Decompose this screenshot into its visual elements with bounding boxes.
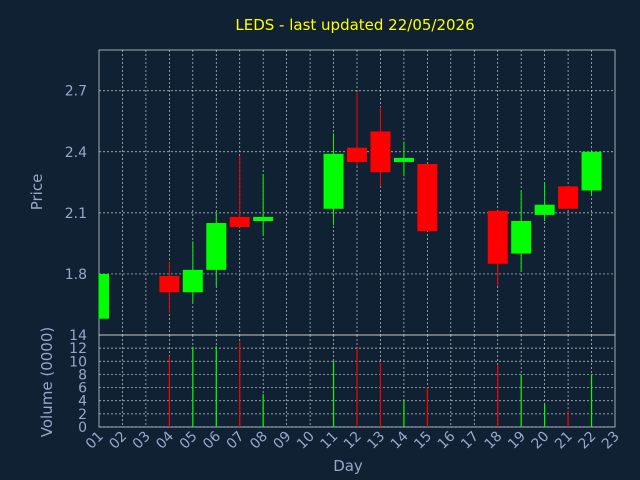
candle-body xyxy=(99,273,109,319)
candle-body xyxy=(581,151,602,191)
x-tick-label: 17 xyxy=(458,429,482,453)
volume-tick-label: 2 xyxy=(78,407,87,423)
x-tick-label: 13 xyxy=(364,429,388,453)
x-tick-label: 16 xyxy=(435,428,459,452)
x-tick-label: 15 xyxy=(411,429,435,453)
candle-body xyxy=(370,131,391,173)
candle-body xyxy=(253,216,274,221)
volume-tick-label: 10 xyxy=(69,354,87,370)
x-tick-label: 19 xyxy=(505,429,529,453)
candle-body xyxy=(393,157,414,162)
chart-title: LEDS - last updated 22/05/2026 xyxy=(235,16,474,34)
x-axis-label: Day xyxy=(333,457,363,475)
volume-tick-label: 0 xyxy=(78,420,87,436)
candle-body xyxy=(229,216,250,228)
price-tick-label: 2.7 xyxy=(65,84,87,100)
candle-body xyxy=(511,221,532,254)
x-tick-label: 04 xyxy=(153,428,177,452)
price-panel: 1.8 2.1 2.4 2.7 xyxy=(65,49,616,336)
price-tick-label: 2.1 xyxy=(65,206,87,222)
price-tick-label: 2.4 xyxy=(65,145,87,161)
x-tick-label: 03 xyxy=(130,429,154,453)
candle-body xyxy=(534,204,555,215)
candle-body xyxy=(417,164,438,232)
candle-body xyxy=(347,147,367,162)
volume-axis-label: Volume (0000) xyxy=(38,327,56,437)
x-tick-label: 05 xyxy=(177,429,201,453)
x-tick-label: 12 xyxy=(341,429,365,453)
x-tick-label: 20 xyxy=(529,429,553,453)
x-tick-label: 08 xyxy=(247,429,271,453)
candle-body xyxy=(558,186,579,209)
volume-tick-label: 4 xyxy=(78,394,87,410)
price-axis-label: Price xyxy=(28,174,46,211)
x-tick-label: 09 xyxy=(271,429,295,453)
candle-body xyxy=(323,153,344,209)
volume-tick-label: 6 xyxy=(78,381,87,397)
x-tick-label: 22 xyxy=(575,429,599,453)
volume-tick-label: 8 xyxy=(78,367,87,383)
x-tick-label: 14 xyxy=(388,428,412,452)
x-tick-label: 10 xyxy=(294,429,318,453)
candle-body xyxy=(487,210,508,264)
x-tick-label: 11 xyxy=(317,429,341,453)
x-tick-label: 02 xyxy=(106,429,130,453)
x-tick-label: 23 xyxy=(599,429,623,453)
x-tick-label: 06 xyxy=(200,428,224,452)
volume-tick-label: 12 xyxy=(69,341,87,357)
price-tick-label: 1.8 xyxy=(65,267,87,283)
candle-body xyxy=(159,275,180,293)
candle-body xyxy=(182,269,203,293)
x-tick-label: 21 xyxy=(552,429,576,453)
x-tick-label: 18 xyxy=(482,429,506,453)
candle-body xyxy=(206,223,227,270)
volume-tick-label: 14 xyxy=(69,328,87,344)
x-tick-label: 07 xyxy=(224,429,248,453)
x-axis: 01 02 03 04 05 06 07 08 09 10 11 12 13 14 15 16 17 18 19 20… xyxy=(83,428,623,452)
